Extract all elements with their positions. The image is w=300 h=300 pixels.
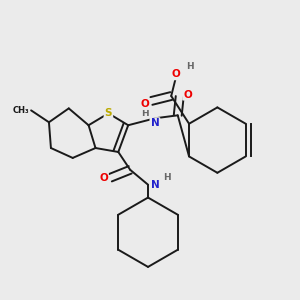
Text: N: N xyxy=(151,180,159,190)
Text: CH₃: CH₃ xyxy=(13,106,29,115)
Text: O: O xyxy=(99,173,108,183)
Text: O: O xyxy=(140,99,149,109)
Text: H: H xyxy=(141,109,149,118)
Text: O: O xyxy=(172,69,181,79)
Text: S: S xyxy=(105,108,112,118)
Text: N: N xyxy=(151,118,159,128)
Text: O: O xyxy=(183,89,192,100)
Text: H: H xyxy=(163,173,171,182)
Text: H: H xyxy=(186,62,194,71)
